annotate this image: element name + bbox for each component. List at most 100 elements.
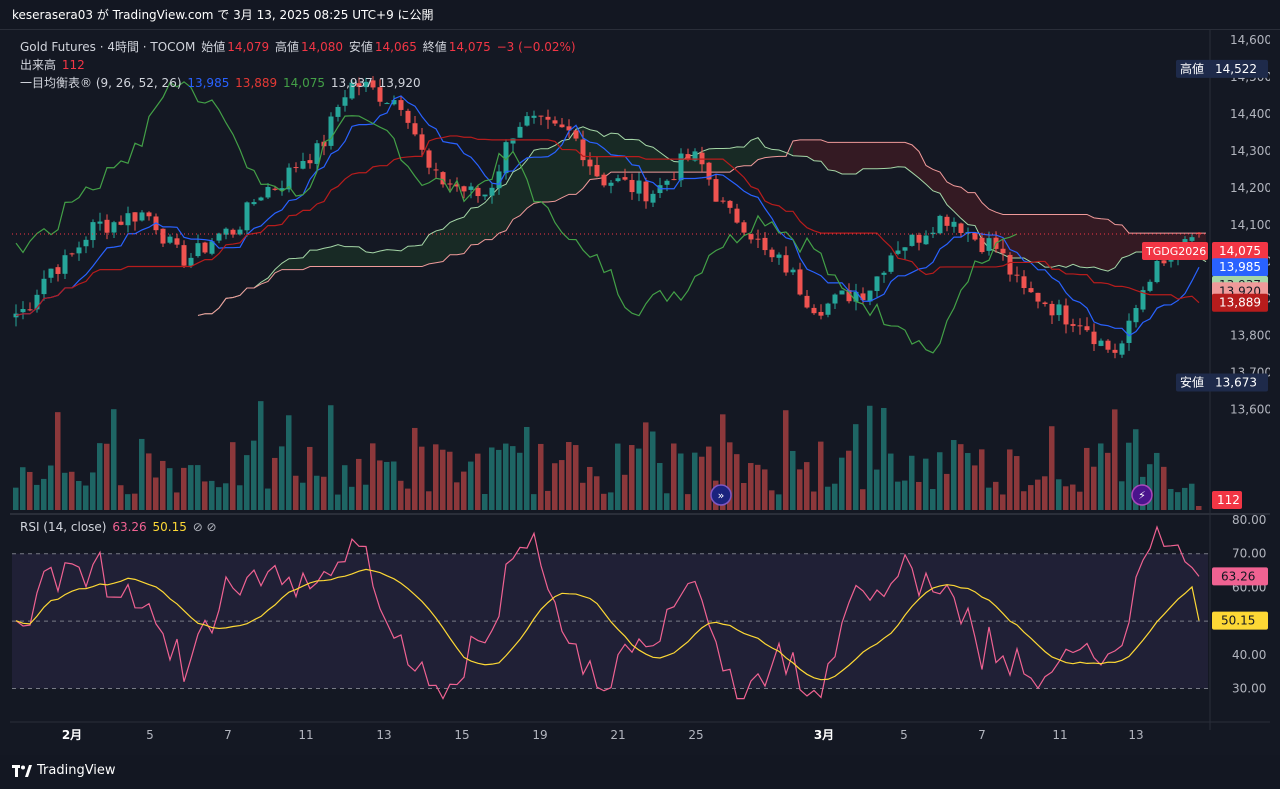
volume-bar <box>517 452 523 510</box>
candle-body <box>1098 340 1104 346</box>
volume-bar <box>482 493 488 510</box>
cloud-segment <box>1066 214 1073 268</box>
cloud-segment <box>1045 214 1052 268</box>
candle-body <box>1112 349 1118 353</box>
volume-bar <box>258 401 264 510</box>
candle-body <box>447 183 453 185</box>
cloud-segment <box>919 151 926 185</box>
hidden-series-icon[interactable]: ⊘ ⊘ <box>192 520 217 534</box>
candle-body <box>706 162 712 180</box>
candle-body <box>76 247 82 254</box>
cloud-segment <box>772 149 779 157</box>
candle-body <box>685 154 691 160</box>
candle-body <box>643 181 649 202</box>
candle-body <box>804 295 810 308</box>
volume-bar <box>811 491 817 510</box>
candle-body <box>398 100 404 110</box>
dividend-event-icon <box>710 484 732 506</box>
cloud-segment <box>408 245 415 267</box>
candle-body <box>1070 324 1076 326</box>
volume-bar <box>356 458 362 510</box>
candle-body <box>797 269 803 295</box>
price-tick-label: 14,300 <box>1230 144 1270 158</box>
cloud-segment <box>513 168 520 220</box>
cloud-segment <box>464 208 471 254</box>
cloud-segment <box>1101 218 1108 272</box>
candle-body <box>363 81 369 88</box>
cloud-segment <box>443 222 450 262</box>
volume-bar <box>90 472 96 510</box>
volume-bar <box>307 446 313 510</box>
candle-body <box>111 222 117 233</box>
time-tick-label: 7 <box>978 728 986 742</box>
cloud-segment <box>303 250 310 270</box>
chart-frame[interactable]: 14,60014,50014,40014,30014,20014,10014,0… <box>10 30 1272 755</box>
volume-bar <box>384 461 390 510</box>
volume-bar <box>1042 476 1048 510</box>
volume-bar <box>76 481 82 510</box>
volume-bar <box>412 427 418 510</box>
symbol-legend[interactable]: Gold Futures · 4時間 · TOCOM 始値 14,079 高値 14… <box>20 38 578 55</box>
candle-body <box>440 172 446 185</box>
volume-bar <box>1147 464 1153 510</box>
volume-bar <box>20 467 26 510</box>
volume-bar <box>790 450 796 510</box>
candle-body <box>1042 302 1048 305</box>
volume-bar <box>671 443 677 510</box>
volume-bar <box>643 422 649 510</box>
candle-body <box>867 290 873 302</box>
volume-bar <box>1133 429 1139 510</box>
candle-body <box>55 267 61 274</box>
candle-body <box>293 167 299 169</box>
candle-body <box>279 188 285 191</box>
rsi-legend[interactable]: RSI (14, close) 63.26 50.15 ⊘ ⊘ <box>20 520 219 534</box>
candle-body <box>503 142 509 174</box>
candle-body <box>195 243 201 257</box>
cloud-segment <box>1080 214 1087 268</box>
ichimoku-span-b-value: 13,920 <box>378 76 421 90</box>
volume-bar <box>545 490 551 510</box>
candle-body <box>664 180 670 185</box>
candle-body <box>762 237 768 251</box>
time-tick-label: 11 <box>298 728 313 742</box>
candle-body <box>34 294 40 310</box>
volume-bar <box>125 494 131 510</box>
candle-body <box>370 80 376 88</box>
ichimoku-kijun-value: 13,889 <box>235 76 278 90</box>
volume-bar <box>804 462 810 510</box>
tradingview-logo[interactable]: TradingView <box>12 763 116 778</box>
time-tick-label: 7 <box>224 728 232 742</box>
volume-bar <box>62 472 68 510</box>
volume-bar <box>104 443 110 510</box>
volume-bar <box>755 464 761 510</box>
ichimoku-legend[interactable]: 一目均衡表® (9, 26, 52, 26) 13,985 13,889 14,… <box>20 74 423 91</box>
cloud-segment <box>520 160 527 216</box>
candle-body <box>1084 326 1090 331</box>
volume-bar <box>454 482 460 510</box>
candle-body <box>174 238 180 245</box>
cloud-segment <box>954 185 961 219</box>
change-value: −3 (−0.02%) <box>496 40 576 54</box>
candle-body <box>90 222 96 241</box>
candle-body <box>951 221 957 227</box>
symbol-badge: TGDG2026 <box>1145 245 1206 258</box>
time-tick-label: 13 <box>1128 728 1143 742</box>
candle-body <box>650 193 656 203</box>
volume-bar <box>363 484 369 510</box>
chart-canvas[interactable]: 14,60014,50014,40014,30014,20014,10014,0… <box>10 30 1272 755</box>
low-badge-value: 13,673 <box>1215 376 1257 390</box>
candle-body <box>818 311 824 316</box>
candle-body <box>741 222 747 233</box>
volume-bar <box>475 453 481 510</box>
low-label: 安値 <box>348 40 373 54</box>
volume-bar <box>188 465 194 510</box>
cloud-segment <box>870 142 877 169</box>
volume-bar <box>958 444 964 510</box>
volume-bar <box>587 466 593 510</box>
candle-body <box>412 123 418 135</box>
volume-legend[interactable]: 出来高 112 <box>20 56 87 73</box>
time-tick-label: 21 <box>610 728 625 742</box>
candle-body <box>118 221 124 225</box>
tenkan-line <box>15 95 1200 337</box>
cloud-segment <box>786 140 793 157</box>
